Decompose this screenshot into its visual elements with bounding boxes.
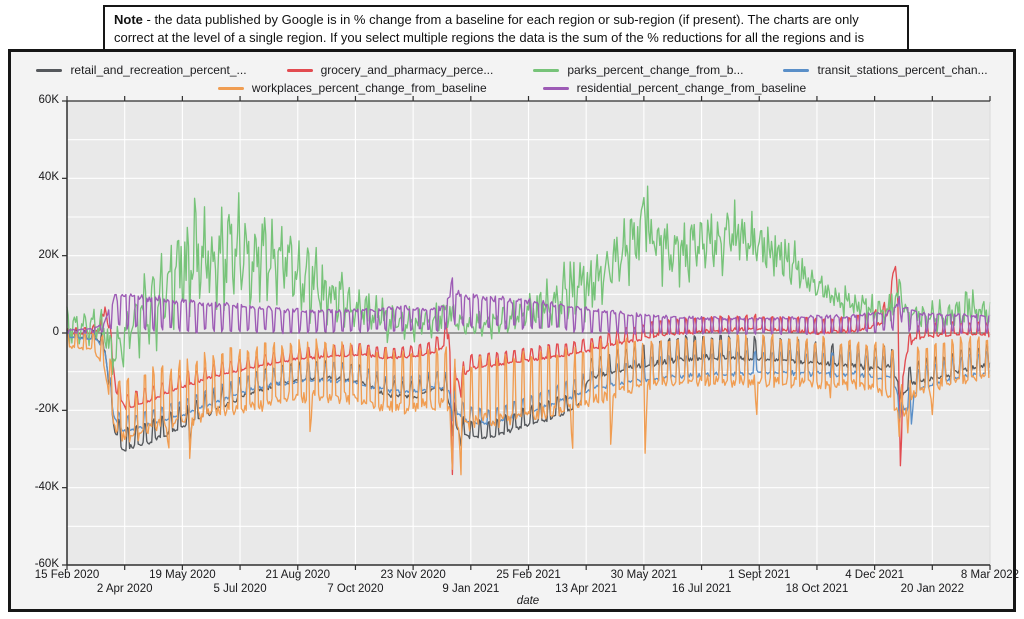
x-tick-label: 7 Oct 2020 [327,583,384,595]
series-line-workplaces-percent-change-from-baseline[interactable] [66,330,991,476]
x-tick-label: 15 Feb 2020 [34,569,100,581]
x-tick-label: 25 Feb 2021 [496,569,561,581]
y-tick-label: 0 [52,326,59,338]
y-tick-label: 60K [38,94,59,106]
y-tick-label: 20K [38,248,59,261]
x-tick-label: 2 Apr 2020 [96,583,153,595]
x-tick-label: 5 Jul 2020 [213,583,267,595]
series-line-residential-percent-change-from-baseline[interactable] [66,277,991,335]
y-tick-label: -60K [34,558,59,570]
x-tick-label: 21 Aug 2020 [265,569,331,581]
y-tick-label: -40K [34,480,59,493]
legend-swatch [783,68,810,72]
y-tick-label: -20K [34,403,59,416]
x-tick-label: 19 May 2020 [149,569,216,581]
legend-label: retail_and_recreation_percent_... [70,63,247,77]
legend-row-1: retail_and_recreation_percent_... grocery… [11,63,1013,77]
y-tick-label: 40K [38,171,59,184]
x-tick-label: 18 Oct 2021 [785,583,849,595]
legend-label: grocery_and_pharmacy_perce... [320,63,494,77]
legend-swatch [542,86,569,90]
legend-item-transit-stations-percent-chan[interactable]: transit_stations_percent_chan... [783,63,988,77]
x-tick-label: 16 Jul 2021 [671,583,732,595]
legend-label: parks_percent_change_from_b... [567,63,744,77]
legend-item-parks-percent-change-from-b[interactable]: parks_percent_change_from_b... [533,63,743,77]
legend-swatch [533,68,560,72]
legend-label: workplaces_percent_change_from_baseline [251,81,487,95]
legend-label: transit_stations_percent_chan... [817,63,988,77]
x-tick-label: 23 Nov 2020 [380,569,446,581]
x-axis-title: date [516,595,540,607]
legend-item-retail-and-recreation-percent[interactable]: retail_and_recreation_percent_... [36,63,247,77]
x-tick-label: 9 Jan 2021 [442,583,500,595]
mobility-chart-card: retail_and_recreation_percent_... grocery… [8,49,1020,612]
x-tick-label: 1 Sept 2021 [728,569,791,581]
legend-item-workplaces-percent-change-from-baseline[interactable]: workplaces_percent_change_from_baseline [217,81,487,95]
x-tick-label: 13 Apr 2021 [555,583,618,595]
x-tick-label: 8 Mar 2022 [960,569,1020,581]
note-prefix: Note [114,12,143,27]
x-tick-label: 20 Jan 2022 [900,583,964,595]
x-tick-label: 30 May 2021 [610,569,678,581]
legend-row-2: workplaces_percent_change_from_baseline r… [11,81,1013,95]
legend-item-residential-percent-change-from-baseline[interactable]: residential_percent_change_from_baseline [542,81,807,95]
legend-swatch [217,86,244,90]
x-tick-label: 4 Dec 2021 [845,569,905,581]
legend-swatch [36,68,63,72]
series-line-parks-percent-change-from-b[interactable] [66,185,991,375]
legend-swatch [286,68,313,72]
legend-item-grocery-and-pharmacy-perce[interactable]: grocery_and_pharmacy_perce... [286,63,494,77]
mobility-line-chart[interactable] [11,52,1013,609]
legend-label: residential_percent_change_from_baseline [576,81,807,95]
